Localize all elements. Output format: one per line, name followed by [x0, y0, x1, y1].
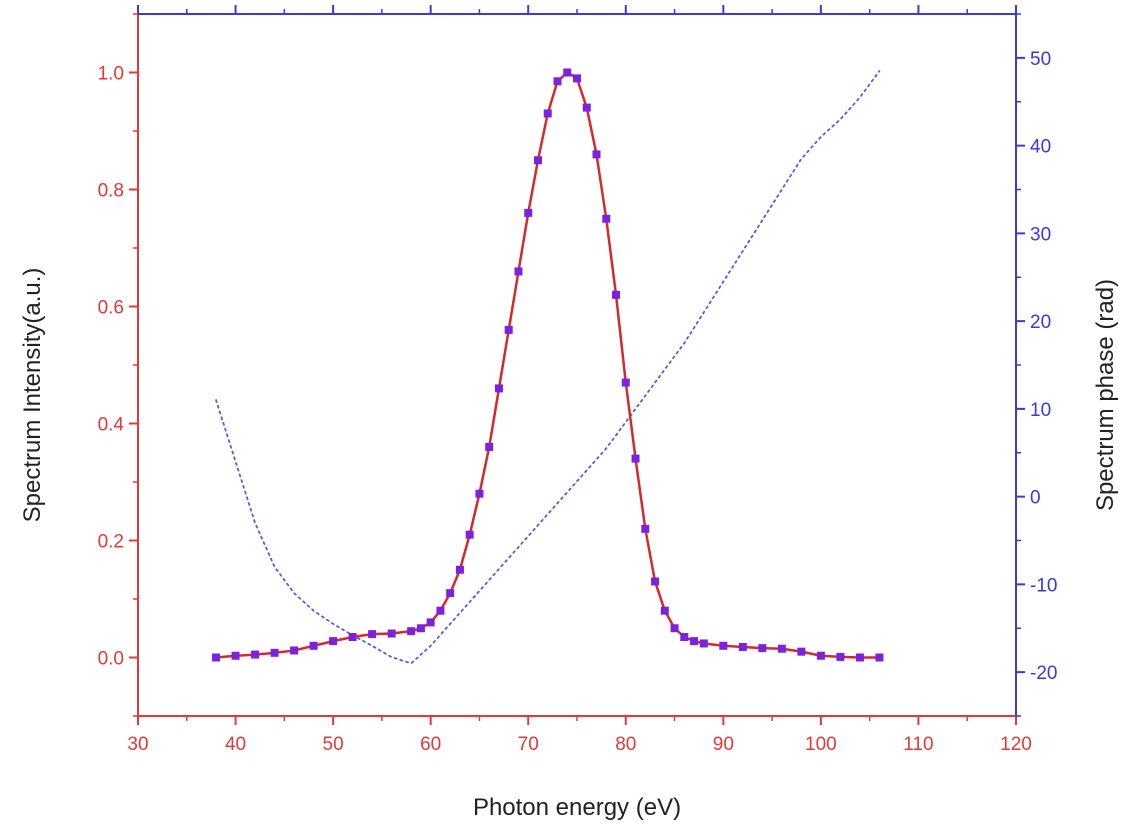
right-y-tick-label: 0: [1030, 488, 1041, 509]
intensity-point: [582, 103, 591, 112]
x-tick-label: 50: [323, 734, 344, 755]
intensity-point: [212, 653, 221, 662]
intensity-point: [543, 109, 552, 118]
intensity-point: [563, 68, 572, 77]
intensity-point: [641, 524, 650, 533]
intensity-point: [251, 650, 260, 659]
left-y-tick-label: 0.2: [98, 532, 124, 553]
intensity-point: [612, 290, 621, 299]
intensity-point: [699, 639, 708, 648]
intensity-point: [270, 648, 279, 657]
left-y-tick-label: 0.0: [98, 649, 124, 670]
intensity-point: [758, 644, 767, 653]
intensity-point: [836, 652, 845, 661]
intensity-point: [875, 653, 884, 662]
right-y-tick-label: 40: [1030, 137, 1051, 158]
intensity-point: [553, 77, 562, 86]
intensity-point: [738, 642, 747, 651]
phase-series: [215, 70, 881, 665]
intensity-point: [855, 653, 864, 662]
intensity-point: [533, 156, 542, 165]
intensity-point: [416, 624, 425, 633]
intensity-point: [514, 267, 523, 276]
plot-frame: [137, 13, 1017, 717]
x-tick-label: 30: [127, 734, 148, 755]
intensity-point: [660, 606, 669, 615]
left-y-axis-title: Spectrum Intensity(a.u.): [19, 268, 46, 523]
intensity-point: [602, 214, 611, 223]
intensity-point: [387, 629, 396, 638]
intensity-point: [485, 442, 494, 451]
right-y-tick-label: 50: [1030, 49, 1051, 70]
intensity-point: [797, 647, 806, 656]
intensity-point: [231, 651, 240, 660]
intensity-point: [573, 74, 581, 83]
intensity-point: [690, 637, 699, 646]
x-tick-label: 90: [713, 734, 734, 755]
left-y-tick-label: 0.6: [98, 298, 124, 319]
intensity-point: [524, 208, 533, 217]
left-y-tick-label: 0.8: [98, 181, 124, 202]
left-y-tick-label: 1.0: [98, 64, 124, 85]
intensity-point: [504, 325, 513, 334]
x-tick-label: 40: [225, 734, 246, 755]
intensity-point: [670, 624, 679, 633]
intensity-point: [329, 637, 338, 646]
right-y-tick-label: 30: [1030, 224, 1051, 245]
intensity-point: [348, 633, 357, 642]
axes: 30 40 50 60 70 80 90 100 110 1200.00.20.40.60.81.…: [98, 5, 1057, 755]
intensity-point: [777, 644, 786, 653]
intensity-point: [651, 577, 660, 586]
intensity-point: [592, 150, 601, 159]
intensity-point: [446, 589, 455, 598]
intensity-point: [465, 530, 474, 539]
right-y-tick-label: -20: [1030, 663, 1057, 684]
left-y-tick-label: 0.4: [98, 415, 125, 436]
intensity-point: [426, 618, 435, 627]
intensity-point: [407, 627, 416, 636]
right-y-tick-label: 10: [1030, 400, 1051, 421]
intensity-line: [215, 71, 880, 659]
intensity-point: [631, 454, 640, 463]
intensity-point: [621, 378, 630, 387]
right-y-tick-label: 20: [1030, 312, 1051, 333]
x-tick-label: 70: [518, 734, 539, 755]
intensity-point: [436, 606, 445, 615]
intensity-point: [455, 565, 464, 574]
right-y-axis-title: Spectrum phase (rad): [1092, 279, 1119, 511]
right-y-tick-label: -10: [1030, 575, 1057, 596]
x-tick-label: 110: [903, 734, 933, 755]
intensity-point: [680, 633, 689, 642]
intensity-point: [309, 641, 318, 650]
x-axis-title: Photon energy (eV): [473, 794, 681, 821]
intensity-point: [816, 651, 825, 660]
x-tick-label: 60: [420, 734, 441, 755]
intensity-point: [475, 489, 484, 498]
intensity-point: [290, 646, 299, 655]
intensity-point: [494, 384, 503, 393]
x-tick-label: 120: [1000, 734, 1032, 755]
intensity-point: [368, 630, 377, 639]
x-tick-label: 100: [805, 734, 837, 755]
intensity-series: [212, 68, 884, 662]
intensity-point: [719, 641, 728, 650]
phase-line: [215, 70, 881, 665]
x-tick-label: 80: [615, 734, 636, 755]
